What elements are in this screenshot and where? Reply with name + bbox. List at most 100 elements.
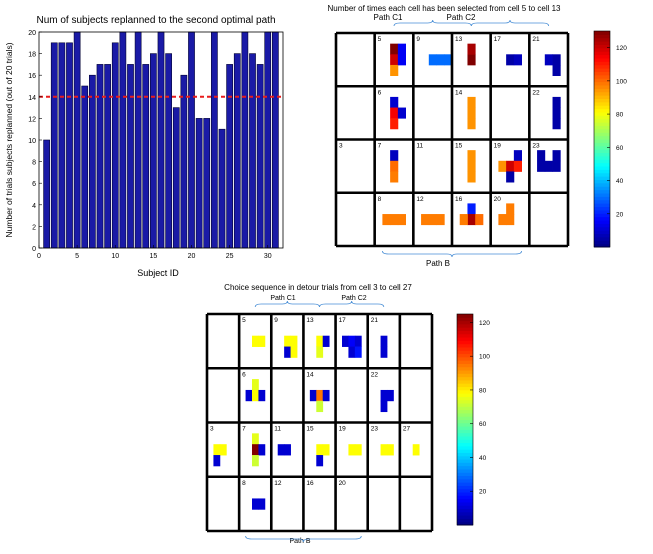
heat-patch [390, 107, 399, 119]
colorbar-segment [457, 442, 473, 447]
colorbar-tick-label: 80 [616, 112, 624, 119]
colorbar-segment [457, 422, 473, 427]
heat-patch [390, 160, 399, 172]
bar-subject-4 [66, 42, 73, 249]
colorbar-segment [594, 216, 610, 221]
cell-number: 5 [242, 317, 246, 324]
heat-patch [354, 444, 362, 456]
colorbar-segment [457, 426, 473, 430]
heat-patch [506, 203, 515, 215]
bar-subject-19 [180, 74, 188, 249]
colorbar-segment [457, 340, 473, 345]
colorbar-segment [457, 363, 473, 368]
colorbar-segment [594, 81, 610, 86]
heatmap-2-grid: 5 9 13 17 21 6 14 22 3 7 11 15 19 23 27 8 12 16 20 [205, 300, 434, 543]
colorbar-segment [457, 449, 473, 453]
colorbar-segment [457, 412, 473, 417]
colorbar-segment [594, 139, 610, 143]
colorbar-segment [594, 128, 610, 133]
heat-patch [284, 346, 291, 358]
colorbar-segment [594, 115, 610, 120]
cell-number: 16 [455, 196, 463, 203]
cell-number: 9 [274, 317, 278, 324]
bar-chart-title: Num of subjects replanned to the second … [36, 15, 275, 26]
colorbar-tick-label: 120 [479, 320, 490, 327]
colorbar-segment [594, 226, 610, 231]
heat-patch [467, 150, 476, 162]
colorbar-segment [594, 51, 610, 56]
x-tick-label: 20 [188, 253, 196, 260]
colorbar-segment [457, 376, 473, 381]
bar-subject-24 [218, 128, 226, 249]
bar-subject-27 [241, 31, 249, 249]
colorbar-segment [594, 54, 610, 59]
colorbar-segment [594, 230, 610, 234]
colorbar-segment [457, 419, 473, 424]
colorbar-segment [457, 521, 473, 526]
cell-number: 17 [494, 36, 502, 43]
bar-subject-15 [150, 53, 157, 249]
colorbar-segment [457, 409, 473, 414]
colorbar-segment [457, 346, 473, 351]
bar-chart-xlabel: Subject ID [137, 268, 179, 278]
heat-patch [380, 346, 388, 358]
colorbar-segment [594, 125, 610, 130]
heat-patch [475, 214, 484, 226]
bar-subject-22 [203, 118, 211, 249]
colorbar-segment [594, 64, 610, 69]
y-tick-label: 8 [32, 160, 36, 167]
colorbar-tick-label: 20 [616, 211, 624, 218]
colorbar-segment [594, 37, 610, 42]
colorbar-segment [594, 105, 610, 110]
colorbar-segment [594, 179, 610, 184]
bar-subject-6 [81, 85, 89, 249]
colorbar-segment [457, 465, 473, 470]
colorbar-segment [594, 135, 610, 140]
cell-number: 3 [210, 426, 214, 433]
colorbar-segment [457, 356, 473, 361]
colorbar-segment [594, 112, 610, 116]
y-tick-label: 20 [28, 30, 36, 37]
cell-number: 20 [339, 480, 347, 487]
colorbar-segment [457, 416, 473, 420]
colorbar-segment [457, 435, 473, 440]
cell-number: 16 [306, 480, 314, 487]
colorbar-segment [457, 515, 473, 519]
colorbar-segment [594, 220, 610, 224]
colorbar-segment [457, 330, 473, 335]
heat-patch [467, 54, 476, 66]
heat-patch [252, 335, 259, 347]
colorbar-segment [457, 501, 473, 506]
colorbar-segment [594, 155, 610, 160]
y-tick-label: 18 [28, 52, 36, 59]
heat-patch [459, 214, 468, 226]
heatmap-1-path-c2-label: Path C2 [447, 13, 476, 22]
bar-subject-3 [58, 42, 66, 249]
colorbar-segment [457, 508, 473, 513]
heat-patch [219, 444, 227, 456]
heat-patch [552, 118, 561, 130]
heat-patch [544, 160, 553, 172]
heat-patch [380, 335, 388, 347]
heat-patch [258, 498, 266, 510]
bar-plot-area: 0 2 4 6 8 10 12 14 16 18 20 0 5 10 15 20 25 30 [28, 30, 284, 260]
colorbar-segment [594, 108, 610, 113]
heat-patch [436, 214, 445, 226]
cell-number: 12 [274, 480, 282, 487]
cell-number: 6 [378, 89, 382, 96]
colorbar-segment [594, 61, 610, 66]
colorbar-segment [457, 350, 473, 355]
colorbar-segment [594, 199, 610, 204]
heat-patch [467, 160, 476, 172]
colorbar-segment [594, 189, 610, 194]
heat-patch [397, 54, 406, 66]
heat-patch [467, 118, 476, 130]
colorbar-tick-label: 20 [479, 489, 487, 496]
y-tick-label: 16 [28, 73, 36, 80]
colorbar-segment [457, 396, 473, 401]
colorbar-tick-label: 40 [479, 455, 487, 462]
colorbar-segment [594, 203, 610, 207]
cell-number: 5 [378, 36, 382, 43]
heat-patch [380, 389, 388, 402]
heat-patch [252, 389, 259, 402]
